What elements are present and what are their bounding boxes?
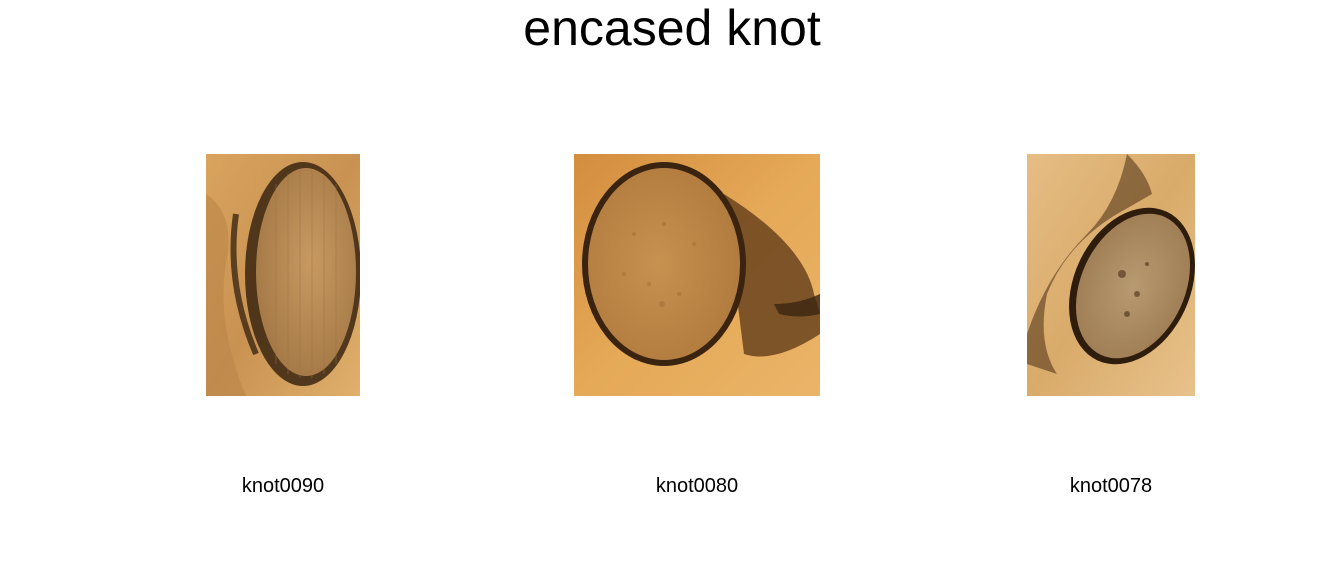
knot-image-2 bbox=[574, 154, 820, 396]
knot-photo-3 bbox=[1027, 154, 1195, 396]
caption-knot-3: knot0078 bbox=[1069, 475, 1153, 497]
knot-image-1 bbox=[206, 154, 360, 396]
knot-image-3 bbox=[1027, 154, 1195, 396]
caption-knot-1: knot0090 bbox=[241, 475, 325, 497]
knot-photo-2 bbox=[574, 154, 820, 396]
caption-knot-2: knot0080 bbox=[655, 475, 739, 497]
knot-photo-1 bbox=[206, 154, 360, 396]
page-title: encased knot bbox=[523, 0, 821, 56]
